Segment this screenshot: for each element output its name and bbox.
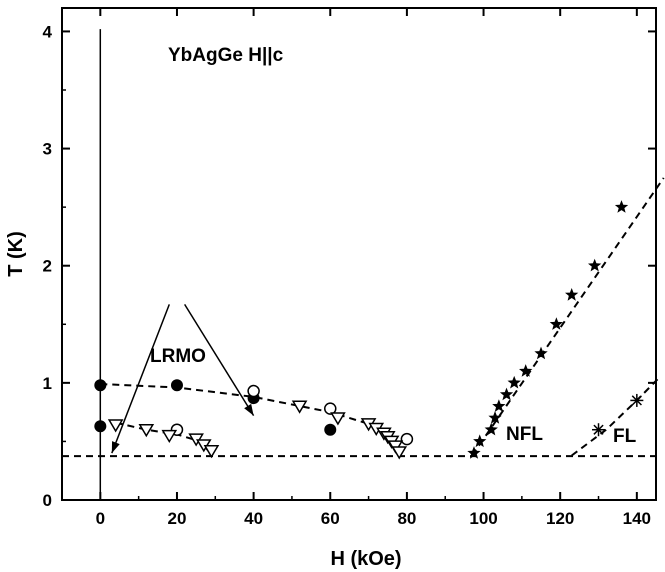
data-point-open-triangle (330, 412, 346, 426)
lrmo-arrow (111, 304, 171, 454)
data-point-open-circle (247, 384, 260, 398)
y-tick-label: 3 (43, 140, 52, 159)
x-tick-label: 100 (469, 509, 497, 528)
dashed-guide-curve (471, 177, 665, 457)
asterisk-stroke (631, 395, 642, 406)
data-point-star (549, 317, 563, 330)
data-point-open-circle (400, 432, 414, 446)
x-tick-label: 40 (244, 509, 263, 528)
title-label: YbAgGe H||c (168, 45, 284, 66)
y-tick-label: 1 (43, 374, 52, 393)
data-point-open-triangle (391, 446, 408, 460)
fl-label: FL (613, 426, 637, 447)
data-point-star (519, 364, 533, 377)
nfl-label: NFL (506, 424, 543, 445)
x-axis-title: H (kOe) (330, 548, 401, 570)
data-point-star (473, 434, 487, 448)
y-tick-label: 2 (43, 257, 52, 276)
data-point-filled-circle (324, 423, 337, 436)
x-tick-label: 120 (546, 509, 574, 528)
plot-frame (61, 7, 657, 501)
data-point-open-triangle (161, 429, 178, 444)
lrmo-label: LRMO (150, 346, 206, 367)
data-point-star (507, 375, 521, 389)
data-point-star (488, 411, 502, 424)
data-point-star (565, 288, 579, 301)
arrow-head (111, 441, 120, 454)
x-tick-label: 60 (321, 509, 340, 528)
y-tick-label: 4 (43, 22, 53, 41)
lrmo-arrow (183, 303, 255, 417)
data-point-star (499, 387, 514, 401)
data-point-star (614, 200, 629, 213)
y-axis-title: T (K) (5, 231, 27, 277)
x-tick-label: 20 (168, 509, 187, 528)
x-tick-label: 140 (623, 509, 651, 528)
data-point-open-triangle (138, 423, 155, 438)
asterisk-stroke (593, 424, 604, 435)
y-tick-label: 0 (43, 491, 52, 510)
data-point-open-triangle (203, 445, 220, 459)
x-tick-label: 80 (397, 509, 416, 528)
x-tick-label: 0 (96, 509, 105, 528)
data-point-star (492, 399, 506, 412)
data-point-asterisk (630, 393, 644, 407)
arrow-head (244, 403, 254, 416)
data-point-star (534, 346, 548, 360)
data-point-open-triangle (107, 419, 124, 433)
data-point-filled-circle (94, 420, 107, 433)
data-point-open-triangle (291, 400, 308, 414)
data-point-asterisk (592, 423, 606, 437)
dashed-guide-curve (571, 376, 661, 457)
data-point-star (467, 446, 481, 459)
data-point-star (484, 422, 498, 436)
data-point-star (588, 258, 602, 272)
data-point-filled-circle (170, 379, 183, 392)
data-point-open-circle (324, 402, 337, 415)
data-point-filled-circle (94, 379, 107, 392)
